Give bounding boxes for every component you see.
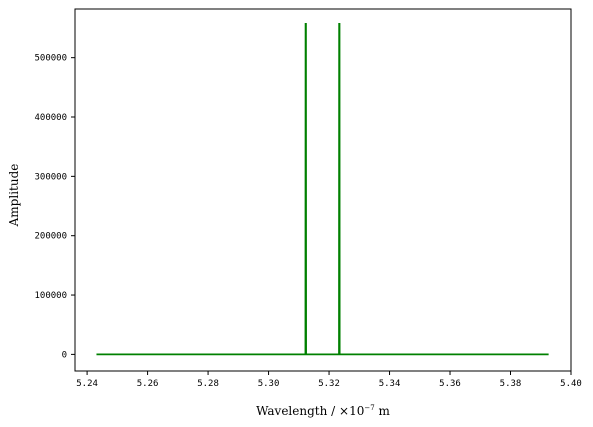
series-line	[96, 22, 549, 356]
x-tick-label: 5.34	[379, 379, 401, 389]
y-tick-label: 100000	[34, 291, 67, 301]
y-tick-label: 0	[62, 350, 67, 360]
x-tick-label: 5.38	[500, 379, 522, 389]
x-tick-label: 5.30	[258, 379, 280, 389]
x-tick-label: 5.32	[318, 379, 340, 389]
y-tick-label: 500000	[34, 54, 67, 64]
x-axis: 5.24 5.26 5.28 5.30 5.32 5.34 5.36 5.38 5.40	[76, 371, 582, 389]
y-axis: 0 100000 200000 300000 400000 500000	[34, 54, 75, 360]
axes-frame	[74, 8, 572, 372]
x-axis-label: Wavelength / ×10−7 m	[256, 404, 390, 418]
plot-area	[96, 22, 549, 356]
y-tick-label: 200000	[34, 232, 67, 242]
y-tick-label: 400000	[34, 113, 67, 123]
y-tick-label: 300000	[34, 172, 67, 182]
x-tick-label: 5.28	[197, 379, 219, 389]
x-tick-label: 5.24	[76, 379, 98, 389]
x-tick-label: 5.26	[137, 379, 159, 389]
y-axis-label: Amplitude	[7, 164, 21, 228]
x-tick-label: 5.36	[439, 379, 461, 389]
x-tick-label: 5.40	[560, 379, 582, 389]
